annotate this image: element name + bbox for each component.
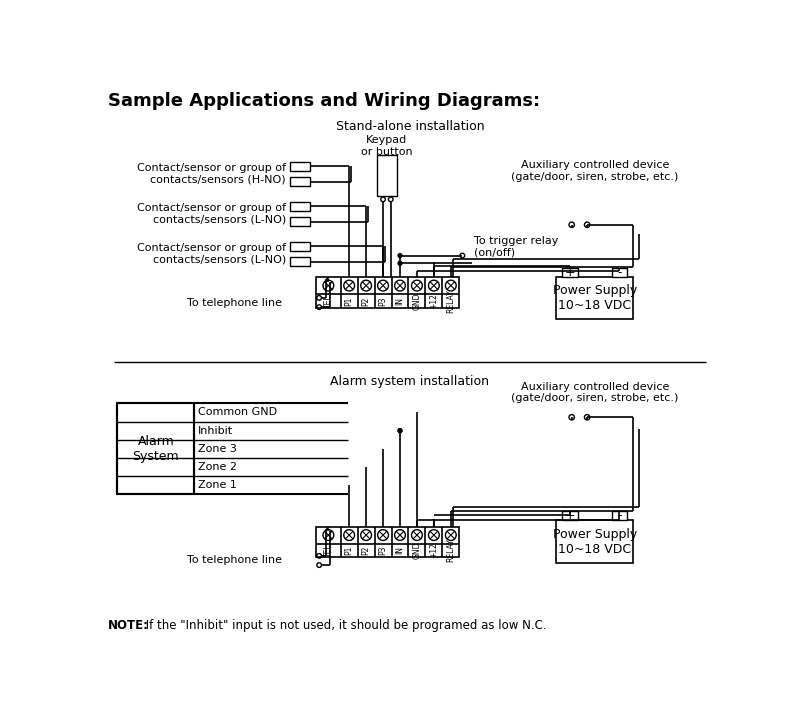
- Text: Inhibit: Inhibit: [198, 426, 234, 436]
- Text: Auxiliary controlled device
(gate/door, siren, strobe, etc.): Auxiliary controlled device (gate/door, …: [511, 160, 678, 182]
- Bar: [290, 217, 310, 226]
- Text: P2: P2: [362, 297, 370, 306]
- Bar: [290, 242, 310, 251]
- Text: +: +: [565, 266, 575, 279]
- Bar: [316, 277, 459, 308]
- Circle shape: [398, 429, 402, 432]
- Bar: [377, 156, 397, 195]
- Bar: [290, 202, 310, 211]
- Text: TEL: TEL: [324, 544, 333, 557]
- Bar: [118, 404, 194, 494]
- Bar: [562, 511, 578, 521]
- Text: +: +: [565, 509, 575, 522]
- Text: TEL: TEL: [324, 294, 333, 308]
- Text: GND: GND: [413, 292, 422, 309]
- Text: RELAY: RELAY: [446, 538, 455, 562]
- Text: Zone 2: Zone 2: [198, 462, 238, 472]
- Text: Keypad
or button: Keypad or button: [361, 136, 413, 157]
- Text: To telephone line: To telephone line: [187, 297, 282, 307]
- Text: Stand-alone installation: Stand-alone installation: [336, 121, 484, 134]
- Text: IN: IN: [395, 297, 405, 305]
- Text: NOTE:: NOTE:: [108, 619, 149, 632]
- Bar: [612, 511, 627, 521]
- Text: To telephone line: To telephone line: [187, 556, 282, 566]
- Text: +12: +12: [430, 543, 438, 559]
- Bar: [612, 268, 627, 277]
- Text: P3: P3: [378, 297, 387, 306]
- Text: If the "Inhibit" input is not used, it should be programed as low N.C.: If the "Inhibit" input is not used, it s…: [142, 619, 546, 632]
- Text: IN: IN: [395, 546, 405, 554]
- Text: Contact/sensor or group of
contacts/sensors (H-NO): Contact/sensor or group of contacts/sens…: [137, 163, 286, 185]
- Text: Zone 1: Zone 1: [198, 480, 237, 490]
- Circle shape: [398, 253, 402, 258]
- Bar: [290, 257, 310, 266]
- Text: -: -: [617, 509, 622, 522]
- Text: P2: P2: [362, 546, 370, 555]
- Text: -: -: [617, 266, 622, 279]
- Text: RELAY: RELAY: [446, 289, 455, 313]
- Text: Common GND: Common GND: [198, 408, 278, 417]
- Bar: [562, 268, 578, 277]
- Text: P3: P3: [378, 546, 387, 555]
- Text: Power Supply
10~18 VDC: Power Supply 10~18 VDC: [553, 528, 637, 556]
- Text: Sample Applications and Wiring Diagrams:: Sample Applications and Wiring Diagrams:: [108, 93, 540, 111]
- Bar: [290, 162, 310, 171]
- Text: P1: P1: [345, 546, 354, 555]
- Circle shape: [398, 429, 402, 432]
- Text: Contact/sensor or group of
contacts/sensors (L-NO): Contact/sensor or group of contacts/sens…: [137, 203, 286, 225]
- Text: Alarm
System: Alarm System: [133, 435, 179, 463]
- Text: Contact/sensor or group of
contacts/sensors (L-NO): Contact/sensor or group of contacts/sens…: [137, 243, 286, 265]
- Bar: [316, 526, 459, 557]
- Text: To trigger relay
(on/off): To trigger relay (on/off): [474, 236, 558, 257]
- Text: P1: P1: [345, 297, 354, 306]
- Bar: [290, 177, 310, 186]
- Text: Power Supply
10~18 VDC: Power Supply 10~18 VDC: [553, 284, 637, 312]
- Text: Auxiliary controlled device
(gate/door, siren, strobe, etc.): Auxiliary controlled device (gate/door, …: [511, 382, 678, 404]
- Text: +12: +12: [430, 293, 438, 309]
- Text: GND: GND: [413, 541, 422, 559]
- Text: Alarm system installation: Alarm system installation: [330, 375, 490, 388]
- Bar: [556, 521, 634, 563]
- Bar: [556, 277, 634, 320]
- Text: Zone 3: Zone 3: [198, 444, 237, 454]
- Circle shape: [398, 261, 402, 265]
